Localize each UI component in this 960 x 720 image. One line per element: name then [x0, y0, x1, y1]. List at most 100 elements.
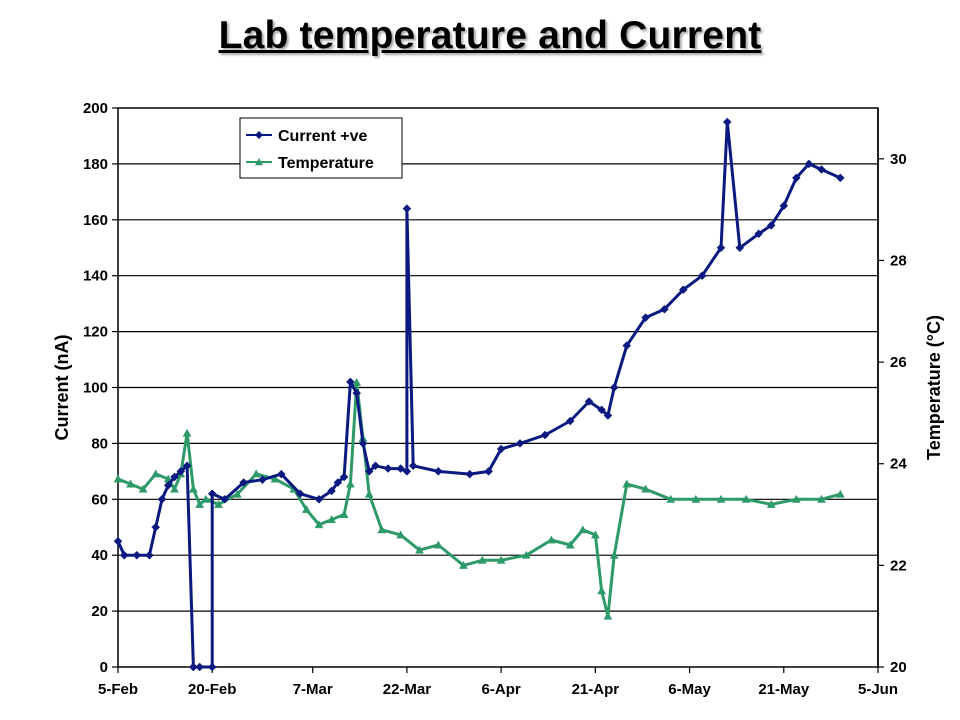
legend-box — [239, 117, 403, 179]
data-point — [314, 494, 324, 504]
data-point — [119, 550, 129, 560]
data-point — [402, 466, 412, 476]
data-point — [188, 484, 198, 493]
data-point — [132, 550, 142, 560]
data-point — [515, 439, 525, 448]
data-point — [364, 489, 374, 498]
data-point — [345, 479, 355, 488]
data-point — [339, 472, 349, 482]
data-point — [182, 428, 192, 437]
data-point — [402, 204, 412, 213]
data-point — [578, 525, 588, 534]
legend-swatch-marker — [255, 158, 263, 166]
x-tick-label: 21-Apr — [572, 681, 620, 698]
data-point — [251, 469, 261, 478]
legend: Current +ve Temperature — [239, 117, 403, 179]
data-point — [496, 555, 506, 564]
x-tick-label: 5-Feb — [98, 681, 138, 698]
axes: 0 20 40 60 80 100 120 140 160 180 200 20 22 24 26 28 30 5… — [83, 100, 907, 698]
data-point — [327, 515, 336, 524]
data-point — [339, 510, 349, 518]
data-point — [791, 494, 801, 503]
y-tick-label: 160 — [83, 212, 108, 229]
data-point — [151, 469, 161, 478]
y2-tick-label: 20 — [890, 659, 907, 676]
data-point — [113, 536, 123, 546]
data-point — [666, 494, 676, 503]
x-tick-label: 5-Jun — [858, 681, 898, 698]
data-point — [358, 439, 368, 448]
data-point — [791, 173, 801, 183]
data-point — [496, 444, 506, 454]
data-point — [433, 540, 443, 549]
y2-tick-label: 28 — [890, 252, 907, 269]
y-tick-label: 120 — [83, 324, 108, 341]
data-point — [364, 466, 374, 476]
series-temperature — [113, 377, 845, 620]
legend-swatch-marker — [255, 131, 263, 139]
data-point — [396, 530, 406, 539]
data-point — [590, 530, 600, 539]
legend-item-temperature: Temperature — [246, 155, 374, 172]
data-point — [352, 377, 362, 386]
data-point — [377, 525, 387, 534]
y-tick-label: 40 — [91, 547, 108, 564]
data-point — [302, 504, 311, 513]
data-point — [817, 494, 826, 503]
chart-title: Lab temperature and Current — [218, 14, 762, 57]
data-point — [163, 480, 173, 490]
series-layer — [113, 117, 845, 672]
data-point — [207, 662, 217, 672]
data-point — [722, 117, 732, 127]
data-point — [239, 478, 248, 487]
y-tick-label: 60 — [91, 491, 108, 508]
data-point — [804, 159, 814, 169]
data-point — [396, 464, 405, 473]
series-current-ve — [113, 117, 845, 672]
y2-tick-label: 26 — [890, 354, 907, 371]
data-point — [716, 243, 726, 253]
grid-lines — [117, 107, 879, 668]
data-point — [597, 405, 606, 415]
data-point — [660, 304, 669, 314]
data-point — [603, 411, 613, 420]
y-axis-title: Current (nA) — [52, 335, 72, 441]
data-point — [835, 489, 845, 498]
data-point — [126, 479, 135, 488]
y-tick-label: 20 — [91, 603, 108, 620]
y-tick-label: 180 — [83, 156, 108, 173]
data-point — [295, 489, 305, 499]
data-point — [182, 461, 192, 471]
data-point — [741, 494, 751, 503]
x-tick-label: 7-Mar — [293, 681, 333, 698]
y-tick-label: 100 — [83, 380, 108, 397]
x-tick-label: 6-Apr — [482, 681, 521, 698]
data-point — [835, 173, 845, 183]
data-point — [465, 469, 475, 479]
y-tick-label: 80 — [91, 435, 108, 452]
data-point — [584, 397, 594, 406]
data-point — [346, 377, 355, 387]
axis-labels: Current (nA) Temperature (°C) — [52, 315, 944, 460]
data-point — [113, 474, 123, 483]
y2-tick-label: 22 — [890, 557, 907, 574]
data-point — [157, 494, 167, 504]
data-point — [352, 388, 362, 398]
data-point — [641, 484, 651, 493]
data-point — [220, 494, 230, 504]
data-point — [622, 479, 632, 488]
data-point — [609, 383, 619, 392]
data-point — [415, 545, 424, 554]
data-point — [170, 484, 179, 493]
x-tick-label: 6-May — [668, 681, 711, 698]
data-point — [779, 201, 789, 211]
data-point — [176, 466, 186, 476]
data-point — [735, 243, 745, 253]
data-point — [565, 540, 575, 549]
data-point — [521, 550, 531, 559]
data-point — [540, 430, 550, 440]
x-tick-label: 20-Feb — [188, 681, 236, 698]
data-point — [170, 472, 179, 482]
